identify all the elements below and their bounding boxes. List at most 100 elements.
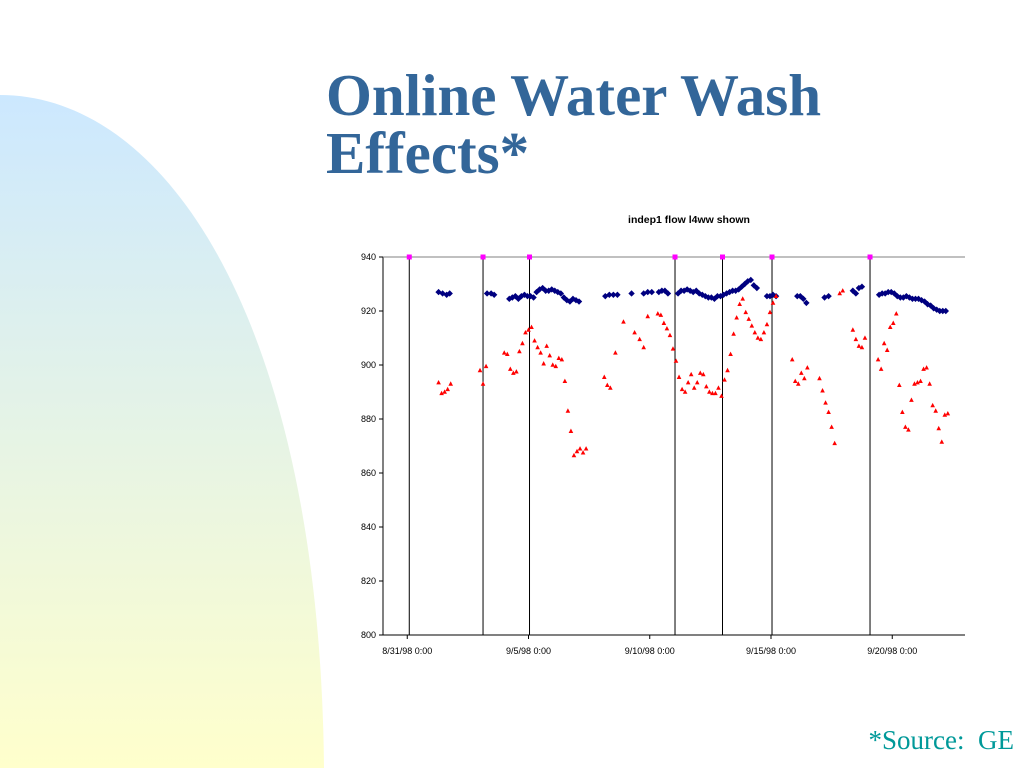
data-point-triangle: [667, 332, 673, 338]
background-arc: [0, 95, 324, 768]
x-tick-label: 9/15/98 0:00: [746, 646, 796, 656]
data-point-triangle: [691, 385, 697, 390]
data-point-triangle: [535, 344, 540, 350]
data-point-triangle: [673, 358, 679, 363]
data-point-triangle: [608, 385, 613, 390]
data-point-triangle: [679, 386, 685, 392]
wash-event-marker: [769, 254, 775, 260]
data-point-triangle: [837, 290, 843, 296]
data-point-triangle: [574, 448, 580, 454]
data-point-triangle: [439, 390, 444, 396]
data-point-triangle: [942, 412, 948, 417]
data-point-triangle: [826, 409, 831, 415]
data-point-triangle: [927, 381, 932, 386]
data-point-triangle: [728, 351, 733, 356]
y-tick-label: 820: [361, 576, 376, 586]
data-point-triangle: [477, 367, 483, 373]
data-point-triangle: [504, 351, 510, 356]
data-point-diamond: [903, 292, 910, 300]
data-point-triangle: [682, 389, 688, 394]
data-point-triangle: [878, 366, 884, 371]
data-point-triangle: [792, 378, 798, 383]
data-point-triangle: [532, 338, 537, 343]
data-point-triangle: [884, 347, 890, 352]
data-point-triangle: [670, 346, 676, 351]
slide-title-line-1: Online Water Wash: [326, 62, 822, 128]
data-point-triangle: [526, 327, 531, 332]
y-tick-label: 900: [361, 360, 376, 370]
data-point-triangle: [710, 390, 715, 396]
wash-event-marker: [527, 254, 533, 260]
data-point-triangle: [799, 370, 804, 375]
data-point-triangle: [704, 384, 709, 389]
data-point-triangle: [731, 331, 736, 336]
data-point-triangle: [580, 450, 586, 455]
data-point-diamond: [825, 292, 832, 300]
data-point-diamond: [915, 295, 922, 303]
y-tick-label: 860: [361, 468, 376, 478]
data-point-diamond: [664, 290, 672, 297]
data-point-triangle: [918, 378, 923, 383]
data-point-triangle: [436, 379, 441, 385]
data-point-triangle: [571, 452, 577, 458]
data-point-triangle: [893, 311, 899, 316]
y-tick-label: 840: [361, 522, 376, 532]
data-point-triangle: [676, 374, 682, 379]
data-point-triangle: [722, 377, 727, 382]
data-point-diamond: [610, 291, 617, 298]
data-point-triangle: [697, 370, 703, 375]
data-point-diamond: [924, 301, 931, 308]
data-point-diamond: [918, 297, 925, 304]
data-point-diamond: [628, 290, 635, 297]
data-point-triangle: [915, 379, 920, 385]
data-point-triangle: [517, 348, 522, 354]
data-point-triangle: [556, 355, 562, 361]
data-point-triangle: [758, 336, 764, 342]
data-point-triangle: [875, 357, 881, 362]
data-point-triangle: [568, 428, 574, 433]
data-point-triangle: [719, 393, 724, 398]
data-point-diamond: [942, 307, 950, 315]
data-point-triangle: [621, 319, 626, 324]
data-point-triangle: [856, 343, 862, 348]
data-point-triangle: [770, 300, 776, 305]
data-point-triangle: [661, 320, 667, 325]
wash-event-marker: [480, 254, 486, 260]
data-point-triangle: [645, 313, 651, 319]
data-point-diamond: [614, 291, 621, 298]
data-point-triangle: [480, 381, 486, 386]
data-point-triangle: [565, 408, 571, 413]
data-point-triangle: [514, 369, 519, 374]
data-point-diamond: [933, 306, 940, 313]
data-point-triangle: [945, 411, 951, 416]
data-point-triangle: [820, 388, 825, 393]
data-point-triangle: [544, 343, 549, 348]
y-tick-label: 920: [361, 306, 376, 316]
data-point-diamond: [894, 292, 901, 300]
data-point-triangle: [755, 335, 761, 340]
data-point-triangle: [445, 386, 450, 392]
scatter-chart: indep1 flow l4ww shown 800 820 840 860 880 90…: [361, 214, 965, 656]
data-point-triangle: [637, 336, 642, 342]
data-point-triangle: [685, 379, 691, 385]
data-point-triangle: [743, 309, 749, 315]
data-point-triangle: [541, 361, 546, 366]
chart-title: indep1 flow l4ww shown: [628, 214, 750, 226]
data-point-triangle: [553, 363, 559, 369]
data-point-triangle: [767, 309, 773, 315]
data-point-triangle: [523, 330, 528, 335]
wash-event-marker: [720, 254, 725, 260]
data-point-triangle: [789, 357, 795, 362]
data-point-triangle: [832, 440, 837, 446]
data-point-triangle: [900, 409, 905, 415]
data-point-diamond: [891, 290, 898, 297]
y-tick-label: 940: [361, 252, 376, 262]
data-point-diamond: [661, 287, 669, 294]
slide-title: Online Water Wash Effects*: [326, 62, 1006, 186]
slide-title-line-2: Effects*: [326, 120, 530, 186]
data-point-triangle: [529, 324, 534, 329]
data-point-triangle: [538, 350, 543, 355]
data-point-triangle: [448, 381, 453, 386]
source-note: *Source: GE: [868, 725, 1014, 755]
data-point-triangle: [749, 323, 755, 328]
